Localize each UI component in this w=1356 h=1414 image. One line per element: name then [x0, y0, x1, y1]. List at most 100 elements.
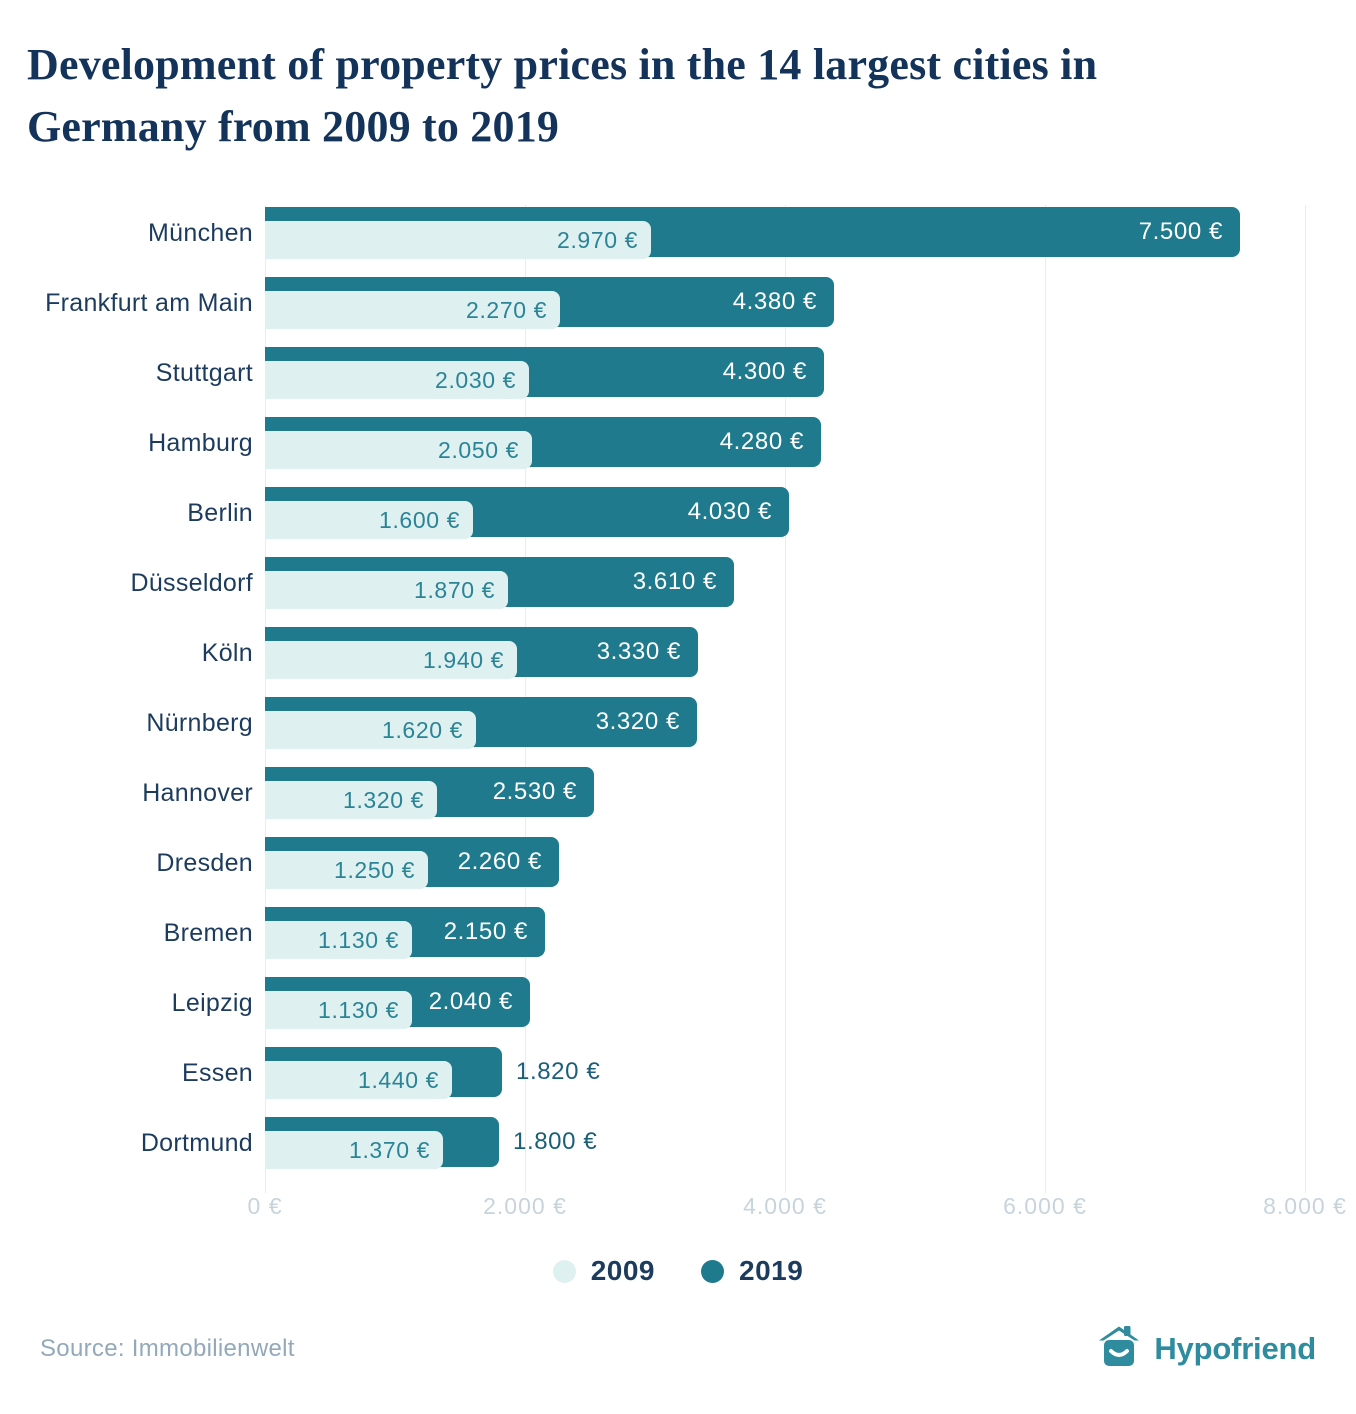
category-label: Stuttgart: [155, 358, 253, 387]
bar-2009: 1.250 €: [265, 851, 428, 890]
bar-group: 3.610 € 1.870 €: [265, 557, 1356, 610]
category-label: Bremen: [163, 918, 253, 947]
legend-label-2009: 2009: [590, 1255, 655, 1287]
bar-group: 2.150 € 1.130 €: [265, 907, 1356, 960]
bar-value-label-2009: 1.250 €: [334, 856, 415, 883]
category-label: Essen: [182, 1058, 253, 1087]
gridline: [1045, 205, 1046, 1194]
bar-value-label-2009: 2.270 €: [466, 296, 547, 323]
bar-group: 4.030 € 1.600 €: [265, 487, 1356, 540]
bar-value-label-2019: 3.330 €: [596, 638, 681, 666]
bar-2009: 2.270 €: [265, 291, 560, 330]
bar-2009: 1.130 €: [265, 991, 412, 1030]
brand-name: Hypofriend: [1154, 1330, 1316, 1366]
source-text: Source: Immobilienwelt: [40, 1334, 295, 1362]
bar-2009: 1.320 €: [265, 781, 437, 820]
axis-tick-label: 4.000 €: [743, 1193, 827, 1220]
brand-logo: Hypofriend: [1096, 1323, 1316, 1374]
category-label: Frankfurt am Main: [45, 288, 253, 317]
bar-value-label-2019: 4.030 €: [687, 498, 772, 526]
category-label: Düsseldorf: [130, 568, 253, 597]
category-label: Dresden: [156, 848, 253, 877]
bar-value-label-2019: 7.500 €: [1138, 218, 1223, 246]
bar-group: 7.500 € 2.970 €: [265, 207, 1356, 260]
bar-group: 2.040 € 1.130 €: [265, 977, 1356, 1030]
bar-row: Bremen 2.150 € 1.130 €: [27, 907, 1356, 960]
category-label: Hannover: [142, 778, 253, 807]
bar-row: Dortmund 1.370 € 1.800 €: [27, 1117, 1356, 1170]
bar-value-label-2019: 4.280 €: [719, 428, 804, 456]
bar-value-label-2019: 1.820 €: [516, 1058, 601, 1086]
bar-2009: 1.440 €: [265, 1061, 452, 1100]
legend-label-2019: 2019: [739, 1255, 804, 1287]
bar-2009: 1.940 €: [265, 641, 517, 680]
bar-value-label-2019: 2.260 €: [457, 848, 542, 876]
bar-group: 4.380 € 2.270 €: [265, 277, 1356, 330]
bar-value-label-2019: 4.380 €: [732, 288, 817, 316]
bar-row: Nürnberg 3.320 € 1.620 €: [27, 697, 1356, 750]
bar-row: Leipzig 2.040 € 1.130 €: [27, 977, 1356, 1030]
bar-group: 1.370 € 1.800 €: [265, 1117, 1356, 1170]
bar-row: Düsseldorf 3.610 € 1.870 €: [27, 557, 1356, 610]
legend-dot-2019: [701, 1259, 724, 1283]
bar-group: 2.530 € 1.320 €: [265, 767, 1356, 820]
category-label: Hamburg: [148, 428, 253, 457]
axis-tick-label: 0 €: [247, 1193, 283, 1220]
gridline: [785, 205, 786, 1194]
bar-2009: 1.620 €: [265, 711, 476, 750]
gridline: [1305, 205, 1306, 1194]
footer: Source: Immobilienwelt Hypofriend: [40, 1323, 1316, 1374]
bar-value-label-2009: 1.440 €: [358, 1066, 439, 1093]
legend-dot-2009: [552, 1259, 576, 1283]
x-axis: 0 € 2.000 € 4.000 € 6.000 € 8.000 €: [248, 1187, 1346, 1227]
bar-group: 1.440 € 1.820 €: [265, 1047, 1356, 1100]
chart-title: Development of property prices in the 14…: [27, 40, 1098, 151]
bar-value-label-2019: 2.040 €: [428, 988, 513, 1016]
axis-tick-label: 2.000 €: [483, 1193, 567, 1220]
house-smile-icon: [1096, 1323, 1142, 1374]
bar-2009: 1.370 €: [265, 1131, 443, 1170]
bar-2009: 1.600 €: [265, 501, 473, 540]
bar-value-label-2019: 1.800 €: [513, 1128, 598, 1156]
legend-item-2019: 2019: [701, 1255, 803, 1287]
bar-value-label-2019: 2.530 €: [492, 778, 577, 806]
bar-value-label-2009: 1.940 €: [423, 646, 504, 673]
bar-value-label-2009: 2.030 €: [435, 366, 516, 393]
bar-value-label-2009: 1.130 €: [318, 926, 399, 953]
infographic: Development of property prices in the 14…: [27, 40, 1356, 1374]
bar-value-label-2009: 1.370 €: [349, 1136, 430, 1163]
bar-2009: 2.050 €: [265, 431, 532, 470]
axis-tick-label: 8.000 €: [1263, 1193, 1347, 1220]
bar-row: Köln 3.330 € 1.940 €: [27, 627, 1356, 680]
bar-chart: München 7.500 € 2.970 € Frankfurt am Main 4.…: [27, 205, 1356, 1227]
bar-2009: 2.970 €: [265, 221, 651, 260]
bar-row: Hamburg 4.280 € 2.050 €: [27, 417, 1356, 470]
bar-value-label-2019: 3.610 €: [632, 568, 717, 596]
bar-value-label-2019: 2.150 €: [443, 918, 528, 946]
legend: 2009 2019: [27, 1255, 1329, 1287]
bar-value-label-2009: 1.130 €: [318, 996, 399, 1023]
bar-2009: 1.870 €: [265, 571, 508, 610]
bar-value-label-2019: 4.300 €: [722, 358, 807, 386]
bar-group: 3.330 € 1.940 €: [265, 627, 1356, 680]
category-label: Leipzig: [171, 988, 253, 1017]
category-label: Berlin: [187, 498, 253, 527]
bar-row: Frankfurt am Main 4.380 € 2.270 €: [27, 277, 1356, 330]
bar-value-label-2009: 2.050 €: [438, 436, 519, 463]
bar-group: 3.320 € 1.620 €: [265, 697, 1356, 750]
bar-group: 2.260 € 1.250 €: [265, 837, 1356, 890]
bar-row: Stuttgart 4.300 € 2.030 €: [27, 347, 1356, 400]
bar-row: Hannover 2.530 € 1.320 €: [27, 767, 1356, 820]
legend-item-2009: 2009: [552, 1255, 655, 1287]
bar-value-label-2009: 2.970 €: [557, 226, 638, 253]
bar-row: Essen 1.440 € 1.820 €: [27, 1047, 1356, 1100]
bar-value-label-2009: 1.320 €: [343, 786, 424, 813]
bar-row: München 7.500 € 2.970 €: [27, 207, 1356, 260]
bar-value-label-2019: 3.320 €: [595, 708, 680, 736]
bar-group: 4.300 € 2.030 €: [265, 347, 1356, 400]
category-label: Dortmund: [140, 1128, 253, 1157]
bar-value-label-2009: 1.870 €: [414, 576, 495, 603]
bar-value-label-2009: 1.600 €: [379, 506, 460, 533]
bar-group: 4.280 € 2.050 €: [265, 417, 1356, 470]
bar-2009: 2.030 €: [265, 361, 529, 400]
